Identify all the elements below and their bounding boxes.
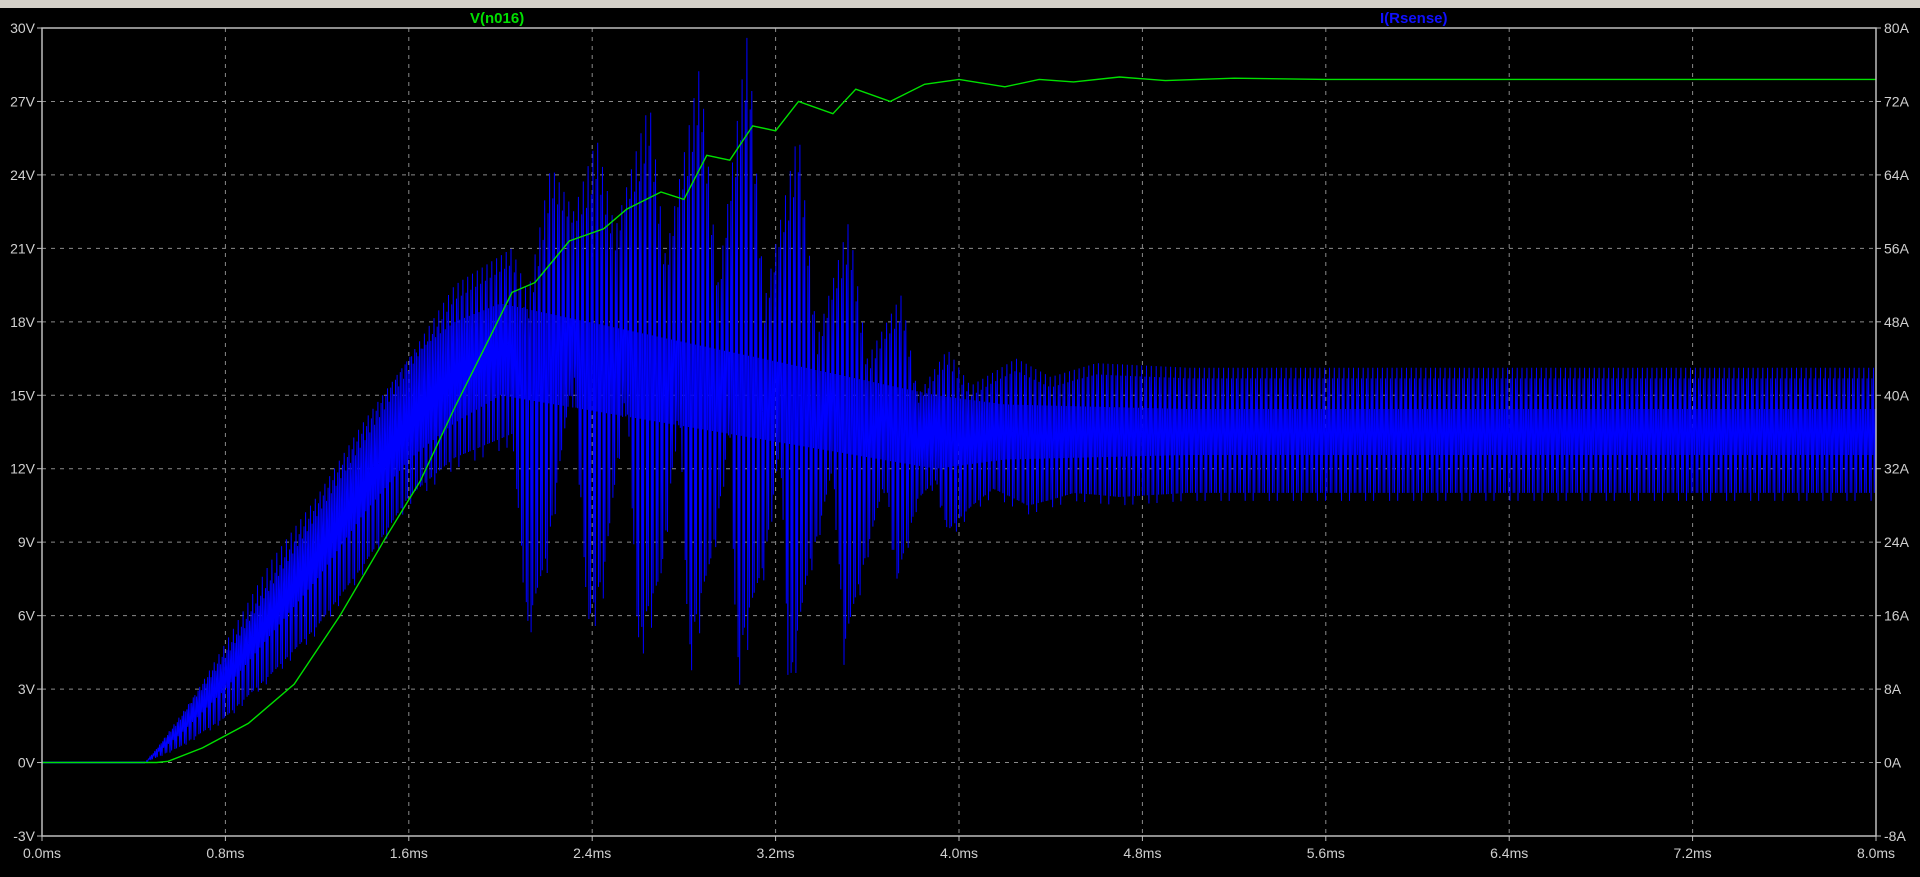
waveform-chart: 0.0ms 0.8ms 1.6ms 2.4ms 3.2ms 4.0ms 4.8ms 5.6ms…: [0, 8, 1920, 877]
y-right-tick-label: 16A: [1884, 608, 1910, 624]
y-right-tick-label: 0A: [1884, 755, 1902, 771]
x-tick-label: 4.8ms: [1123, 845, 1161, 861]
x-tick-label: 6.4ms: [1490, 845, 1528, 861]
x-tick-label: 0.0ms: [23, 845, 61, 861]
y-right-tick-label: 80A: [1884, 20, 1910, 36]
y-right-tick-label: 8A: [1884, 681, 1902, 697]
legend-v-n016[interactable]: V(n016): [470, 10, 524, 27]
x-tick-label: 3.2ms: [757, 845, 795, 861]
y-left-tick-label: 9V: [18, 534, 36, 550]
y-left-tick-label: 6V: [18, 608, 36, 624]
y-left-tick-label: 24V: [10, 167, 36, 183]
y-right-tick-label: 64A: [1884, 167, 1910, 183]
y-right-tick-label: 48A: [1884, 314, 1910, 330]
y-right-tick-label: 24A: [1884, 534, 1910, 550]
x-tick-label: 0.8ms: [206, 845, 244, 861]
y-left-tick-label: 30V: [10, 20, 36, 36]
y-left-tick-label: -3V: [13, 828, 35, 844]
y-left-tick-label: 0V: [18, 755, 36, 771]
series-i-rsense-line[interactable]: [145, 37, 1877, 763]
y-left-tick-label: 15V: [10, 387, 36, 403]
y-left-tick-label: 12V: [10, 461, 36, 477]
y-left-tick-label: 21V: [10, 240, 36, 256]
y-left-tick-label: 18V: [10, 314, 36, 330]
x-tick-label: 8.0ms: [1857, 845, 1895, 861]
x-tick-label: 5.6ms: [1307, 845, 1345, 861]
y-right-tick-label: 32A: [1884, 461, 1910, 477]
plot-area[interactable]: [42, 37, 1877, 764]
x-tick-label: 2.4ms: [573, 845, 611, 861]
y-right-tick-label: 40A: [1884, 387, 1910, 403]
y-left-tick-label: 27V: [10, 93, 36, 109]
x-tick-label: 4.0ms: [940, 845, 978, 861]
x-tick-label: 1.6ms: [390, 845, 428, 861]
legend-i-rsense[interactable]: I(Rsense): [1380, 10, 1448, 27]
series-v-n016-line[interactable]: [42, 76, 1876, 764]
axes: 0.0ms 0.8ms 1.6ms 2.4ms 3.2ms 4.0ms 4.8ms 5.6ms…: [10, 20, 1909, 861]
y-left-tick-label: 3V: [18, 681, 36, 697]
x-tick-label: 7.2ms: [1674, 845, 1712, 861]
y-right-tick-label: -8A: [1884, 828, 1906, 844]
y-right-tick-label: 56A: [1884, 240, 1910, 256]
y-right-tick-label: 72A: [1884, 93, 1910, 109]
